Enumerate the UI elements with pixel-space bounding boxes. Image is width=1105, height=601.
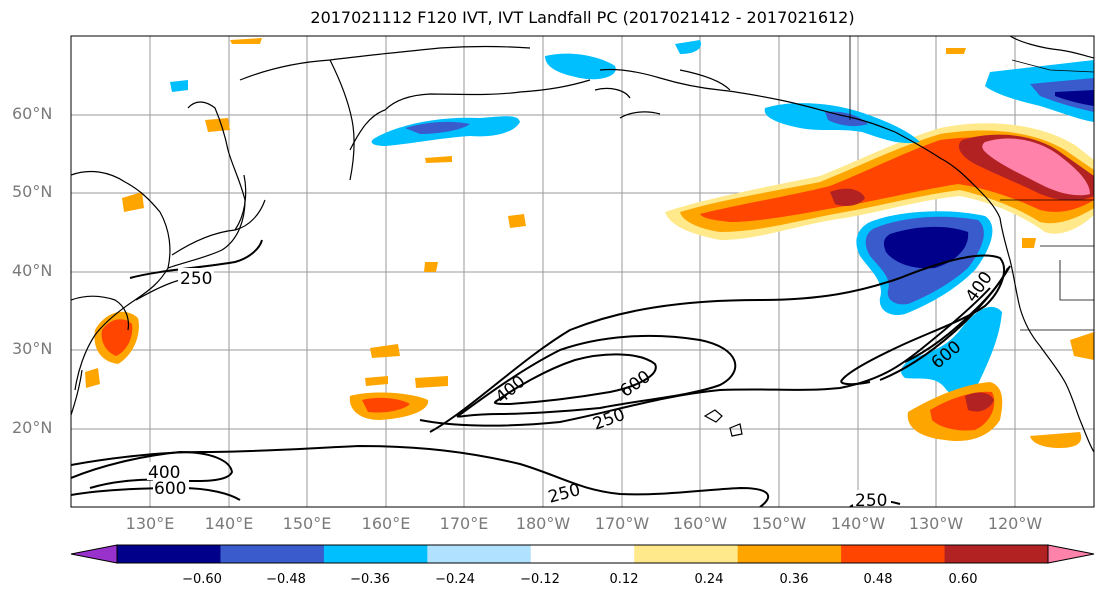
gridlines xyxy=(71,36,1094,507)
lon-label: 170°E xyxy=(439,514,489,533)
lat-label-30n: 30°N xyxy=(12,339,53,358)
negative-anomaly-region xyxy=(170,40,1094,396)
colorbar-tick-label: −0.24 xyxy=(435,572,475,587)
colorbar-bin xyxy=(634,545,739,563)
lat-label-50n: 50°N xyxy=(12,182,53,201)
lon-label: 120°W xyxy=(987,514,1043,533)
positive-anomaly-blobs xyxy=(85,38,1094,448)
lon-label: 160°E xyxy=(361,514,411,533)
lat-label-60n: 60°N xyxy=(12,104,53,123)
lon-label: 150°W xyxy=(751,514,807,533)
map-frame xyxy=(70,35,1095,508)
lon-label: 180°W xyxy=(515,514,571,533)
colorbar-frame xyxy=(116,544,1049,564)
colorbar-bin xyxy=(323,545,428,563)
lat-label-40n: 40°N xyxy=(12,261,53,280)
positive-anomaly-band xyxy=(665,123,1094,240)
contour-label-600-west: 600 xyxy=(154,479,186,499)
lon-label: 150°E xyxy=(282,514,332,533)
map-title: 2017021112 F120 IVT, IVT Landfall PC (20… xyxy=(310,8,855,27)
colorbar-max-extension xyxy=(1047,544,1095,564)
contour-label-250-japan: 250 xyxy=(180,269,212,289)
lat-label-20n: 20°N xyxy=(12,418,53,437)
colorbar-bin xyxy=(944,545,1049,563)
coastlines xyxy=(71,36,1094,453)
colorbar-bin xyxy=(117,545,221,563)
lon-label: 140°E xyxy=(204,514,254,533)
colorbar-tick-label: 0.24 xyxy=(694,572,724,587)
lon-label: 160°W xyxy=(672,514,728,533)
lon-label: 130°E xyxy=(125,514,175,533)
contour-label-250-east: 250 xyxy=(855,491,887,511)
colorbar-bin xyxy=(530,545,635,563)
colorbar-tick-label: 0.48 xyxy=(863,572,893,587)
colorbar-bin xyxy=(841,545,946,563)
colorbar-tick-label: 0.12 xyxy=(609,572,639,587)
colorbar-bin xyxy=(427,545,532,563)
lon-label: 130°W xyxy=(908,514,964,533)
lon-label: 170°W xyxy=(594,514,650,533)
contour-label-400-west: 400 xyxy=(148,463,180,483)
colorbar-tick-label: −0.12 xyxy=(520,572,560,587)
colorbar-tick-label: −0.36 xyxy=(350,572,390,587)
colorbar-tick-label: −0.48 xyxy=(266,572,306,587)
colorbar-segments xyxy=(117,545,1049,563)
country-borders xyxy=(849,36,1094,331)
colorbar-bin xyxy=(737,545,842,563)
colorbar xyxy=(70,544,1095,564)
colorbar-bin xyxy=(220,545,325,563)
colorbar-tick-label: 0.60 xyxy=(948,572,978,587)
colorbar-tick-label: −0.60 xyxy=(182,572,222,587)
colorbar-tick-label: 0.36 xyxy=(779,572,809,587)
lon-label: 140°W xyxy=(830,514,886,533)
colorbar-min-extension xyxy=(70,544,118,564)
ivt-contours xyxy=(71,239,1011,507)
